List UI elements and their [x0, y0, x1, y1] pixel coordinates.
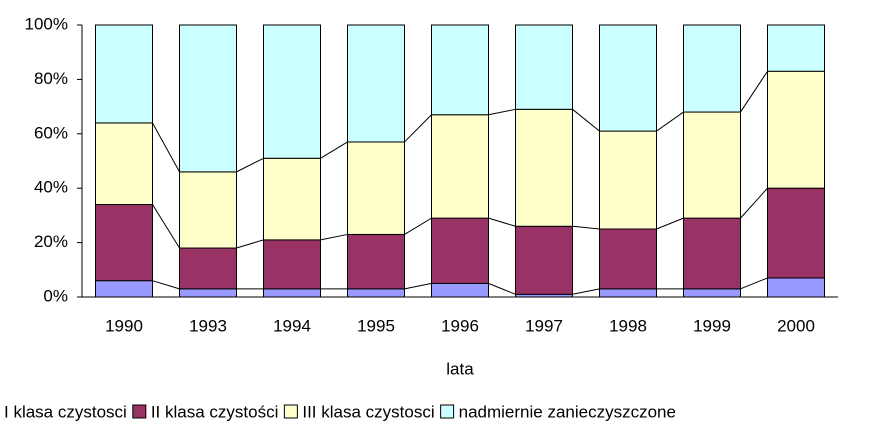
- series-line: [152, 280, 180, 290]
- x-axis-label: lata: [446, 359, 474, 378]
- legend-swatch: [283, 404, 298, 419]
- series-line: [740, 70, 768, 113]
- bar-segment: [431, 114, 489, 219]
- x-tick-label: 1997: [525, 316, 563, 335]
- x-tick-label: 1990: [105, 316, 143, 335]
- bar-segment: [263, 239, 321, 290]
- series-line: [404, 282, 432, 290]
- bar-segment: [599, 130, 657, 230]
- legend-label: nadmiernie zanieczyszczone: [459, 402, 676, 421]
- x-tick-label: 1998: [609, 316, 647, 335]
- bar-segment: [179, 288, 237, 298]
- bar-segment: [683, 217, 741, 290]
- series-line: [152, 122, 180, 173]
- bar-segment: [95, 280, 153, 298]
- series-line: [152, 204, 180, 249]
- bar-segment: [767, 70, 825, 189]
- bar-segment: [515, 108, 573, 227]
- legend-label: III klasa czystosci: [302, 402, 434, 421]
- y-tick-label: 80%: [34, 69, 68, 88]
- x-tick-label: 2000: [777, 316, 815, 335]
- x-tick-label: 1999: [693, 316, 731, 335]
- x-tick-label: 1993: [189, 316, 227, 335]
- series-line: [236, 157, 264, 173]
- legend-swatch: [440, 404, 455, 419]
- bar-segment: [179, 247, 237, 290]
- bar-segment: [683, 24, 741, 113]
- series-line: [236, 239, 264, 249]
- series-line: [572, 225, 600, 230]
- legend: I klasa czystosci II klasa czystości III k…: [4, 402, 676, 421]
- bar-segment: [347, 24, 405, 143]
- bar-segment: [95, 204, 153, 282]
- series-line: [572, 108, 600, 132]
- bar-segment: [683, 111, 741, 219]
- y-tick-label: 60%: [34, 123, 68, 142]
- bar-segment: [431, 282, 489, 298]
- series-line: [488, 282, 516, 295]
- bar-segment: [347, 141, 405, 235]
- x-tick-label: 1994: [273, 316, 311, 335]
- legend-label: II klasa czystości: [151, 402, 279, 421]
- series-line: [656, 111, 684, 132]
- bar-segment: [431, 217, 489, 284]
- bar-segment: [95, 24, 153, 124]
- bar-segment: [767, 24, 825, 72]
- series-line: [740, 277, 768, 290]
- bar-segment: [263, 157, 321, 241]
- y-tick-label: 20%: [34, 232, 68, 251]
- y-tick-label: 40%: [34, 178, 68, 197]
- bar-segment: [347, 233, 405, 290]
- series-line: [488, 217, 516, 227]
- series-line: [656, 217, 684, 230]
- bar-segment: [599, 288, 657, 298]
- series-line: [488, 108, 516, 116]
- bar-segment: [515, 24, 573, 110]
- bar-segment: [347, 288, 405, 298]
- bar-segment: [95, 122, 153, 206]
- bar-segment: [599, 24, 657, 132]
- bar-segment: [683, 288, 741, 298]
- bar-segment: [767, 277, 825, 298]
- y-tick-label: 0%: [43, 286, 68, 305]
- series-line: [572, 288, 600, 295]
- x-tick-label: 1995: [357, 316, 395, 335]
- bar-segment: [767, 187, 825, 279]
- bar-segment: [179, 171, 237, 249]
- series-line: [320, 141, 348, 159]
- x-tick-label: 1996: [441, 316, 479, 335]
- bar-segment: [179, 24, 237, 173]
- bar-segment: [599, 228, 657, 290]
- series-line: [740, 187, 768, 219]
- series-line: [320, 233, 348, 241]
- legend-swatch: [132, 404, 147, 419]
- bar-segment: [431, 24, 489, 116]
- series-line: [404, 217, 432, 235]
- series-line: [404, 114, 432, 143]
- bar-segment: [263, 24, 321, 159]
- bar-segment: [263, 288, 321, 298]
- bar-segment: [515, 225, 573, 295]
- legend-label: I klasa czystosci: [4, 402, 127, 421]
- y-tick-label: 100%: [25, 14, 68, 33]
